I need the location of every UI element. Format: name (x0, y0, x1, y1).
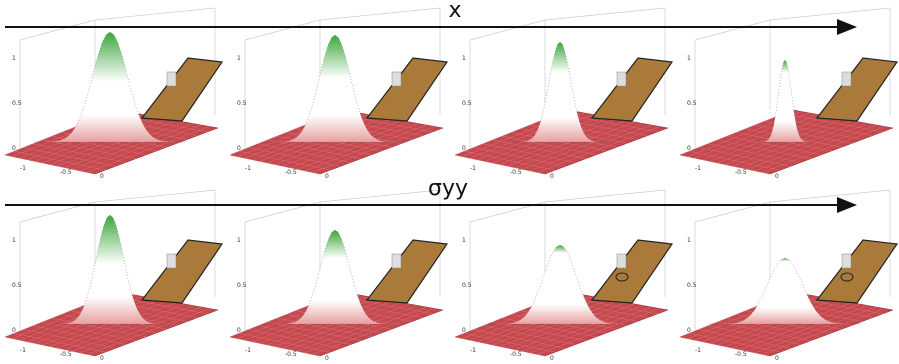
tick: -1 (20, 165, 26, 172)
peak (709, 257, 861, 325)
cylinder (391, 253, 402, 269)
panel: -1 -0.5 0 0 0.5 1 (4, 7, 224, 180)
tick: -1 (245, 347, 251, 354)
tick: 0 (12, 327, 16, 334)
tick: 1 (462, 237, 466, 244)
cylinder (841, 71, 852, 87)
tick: -1 (695, 165, 701, 172)
tick: 0 (100, 173, 104, 180)
frame (469, 189, 666, 332)
row-label: x (448, 0, 461, 23)
tick: 0.5 (237, 100, 247, 107)
tick: 0.5 (687, 100, 697, 107)
peak (267, 34, 403, 143)
panel: -1 -0.5 0 0 0.5 1 (454, 7, 674, 180)
frame (244, 7, 441, 150)
tick: 0 (687, 327, 691, 334)
tick: 0 (100, 355, 104, 362)
cylinder (841, 253, 852, 269)
tick: 0 (237, 145, 241, 152)
peak (50, 214, 170, 325)
plate (590, 239, 674, 304)
tick: -1 (20, 347, 26, 354)
plate (140, 57, 224, 122)
frame (244, 189, 441, 332)
tick: 0 (775, 173, 779, 180)
tick: -1 (695, 347, 701, 354)
row-label: σyy (428, 176, 468, 201)
frame (19, 189, 216, 332)
peak (512, 41, 608, 143)
tick: 1 (687, 237, 691, 244)
tick: -1 (470, 347, 476, 354)
plate (815, 57, 899, 122)
contact-ring (615, 272, 629, 282)
tick: 0 (550, 173, 554, 180)
tick: -0.5 (285, 169, 297, 176)
tick: 0.5 (462, 282, 472, 289)
panel: -1 -0.5 0 0 0.5 1 (4, 189, 224, 362)
tick: -0.5 (60, 351, 72, 358)
tick: 0 (325, 355, 329, 362)
tick: -0.5 (735, 169, 747, 176)
tick: 0 (775, 355, 779, 362)
tick: 0 (687, 145, 691, 152)
tick: 0 (12, 145, 16, 152)
tick: 0 (325, 173, 329, 180)
cylinder (616, 253, 627, 269)
tick: 0.5 (462, 100, 472, 107)
panel: -1 -0.5 0 0 0.5 1 (679, 189, 899, 362)
frame (694, 189, 891, 332)
peak (271, 229, 399, 325)
frame (469, 7, 666, 150)
panel: -1 -0.5 0 0 0.5 1 (229, 189, 449, 362)
tick: 1 (462, 55, 466, 62)
tick: -0.5 (510, 351, 522, 358)
panel: -1 -0.5 0 0 0.5 1 (679, 7, 899, 180)
plate (365, 57, 449, 122)
peak (488, 244, 632, 325)
tick: 0 (462, 327, 466, 334)
cylinder (166, 71, 177, 87)
tick: 1 (237, 55, 241, 62)
tick: -0.5 (735, 351, 747, 358)
tick: 1 (12, 55, 16, 62)
tick: 0.5 (12, 282, 22, 289)
cylinder (616, 71, 627, 87)
cylinder (391, 71, 402, 87)
tick: 0.5 (687, 282, 697, 289)
plate (590, 57, 674, 122)
peak (34, 31, 186, 143)
tick: 1 (237, 237, 241, 244)
plate (815, 239, 899, 304)
panel: -1 -0.5 0 0 0.5 1 (229, 7, 449, 180)
tick: 0.5 (237, 282, 247, 289)
contact-ring (840, 272, 854, 282)
tick: -0.5 (60, 169, 72, 176)
tick: 0 (550, 355, 554, 362)
tick: 0 (462, 145, 466, 152)
tick: 1 (12, 237, 16, 244)
cylinder (166, 253, 177, 269)
frame (694, 7, 891, 150)
tick: 0 (237, 327, 241, 334)
tick: -1 (470, 165, 476, 172)
tick: -0.5 (510, 169, 522, 176)
panels: -1 -0.5 0 0 0.5 1 -1 -0.5 0 0 0.5 1 -1 -0.5 0 0 0.5 1 -1 -0… (4, 7, 899, 362)
peak (757, 59, 813, 143)
tick: -0.5 (285, 351, 297, 358)
tick: -1 (245, 165, 251, 172)
plate (140, 239, 224, 304)
tick: 0.5 (12, 100, 22, 107)
plate (365, 239, 449, 304)
tick: 1 (687, 55, 691, 62)
panel: -1 -0.5 0 0 0.5 1 (454, 189, 674, 362)
frame (19, 7, 216, 150)
